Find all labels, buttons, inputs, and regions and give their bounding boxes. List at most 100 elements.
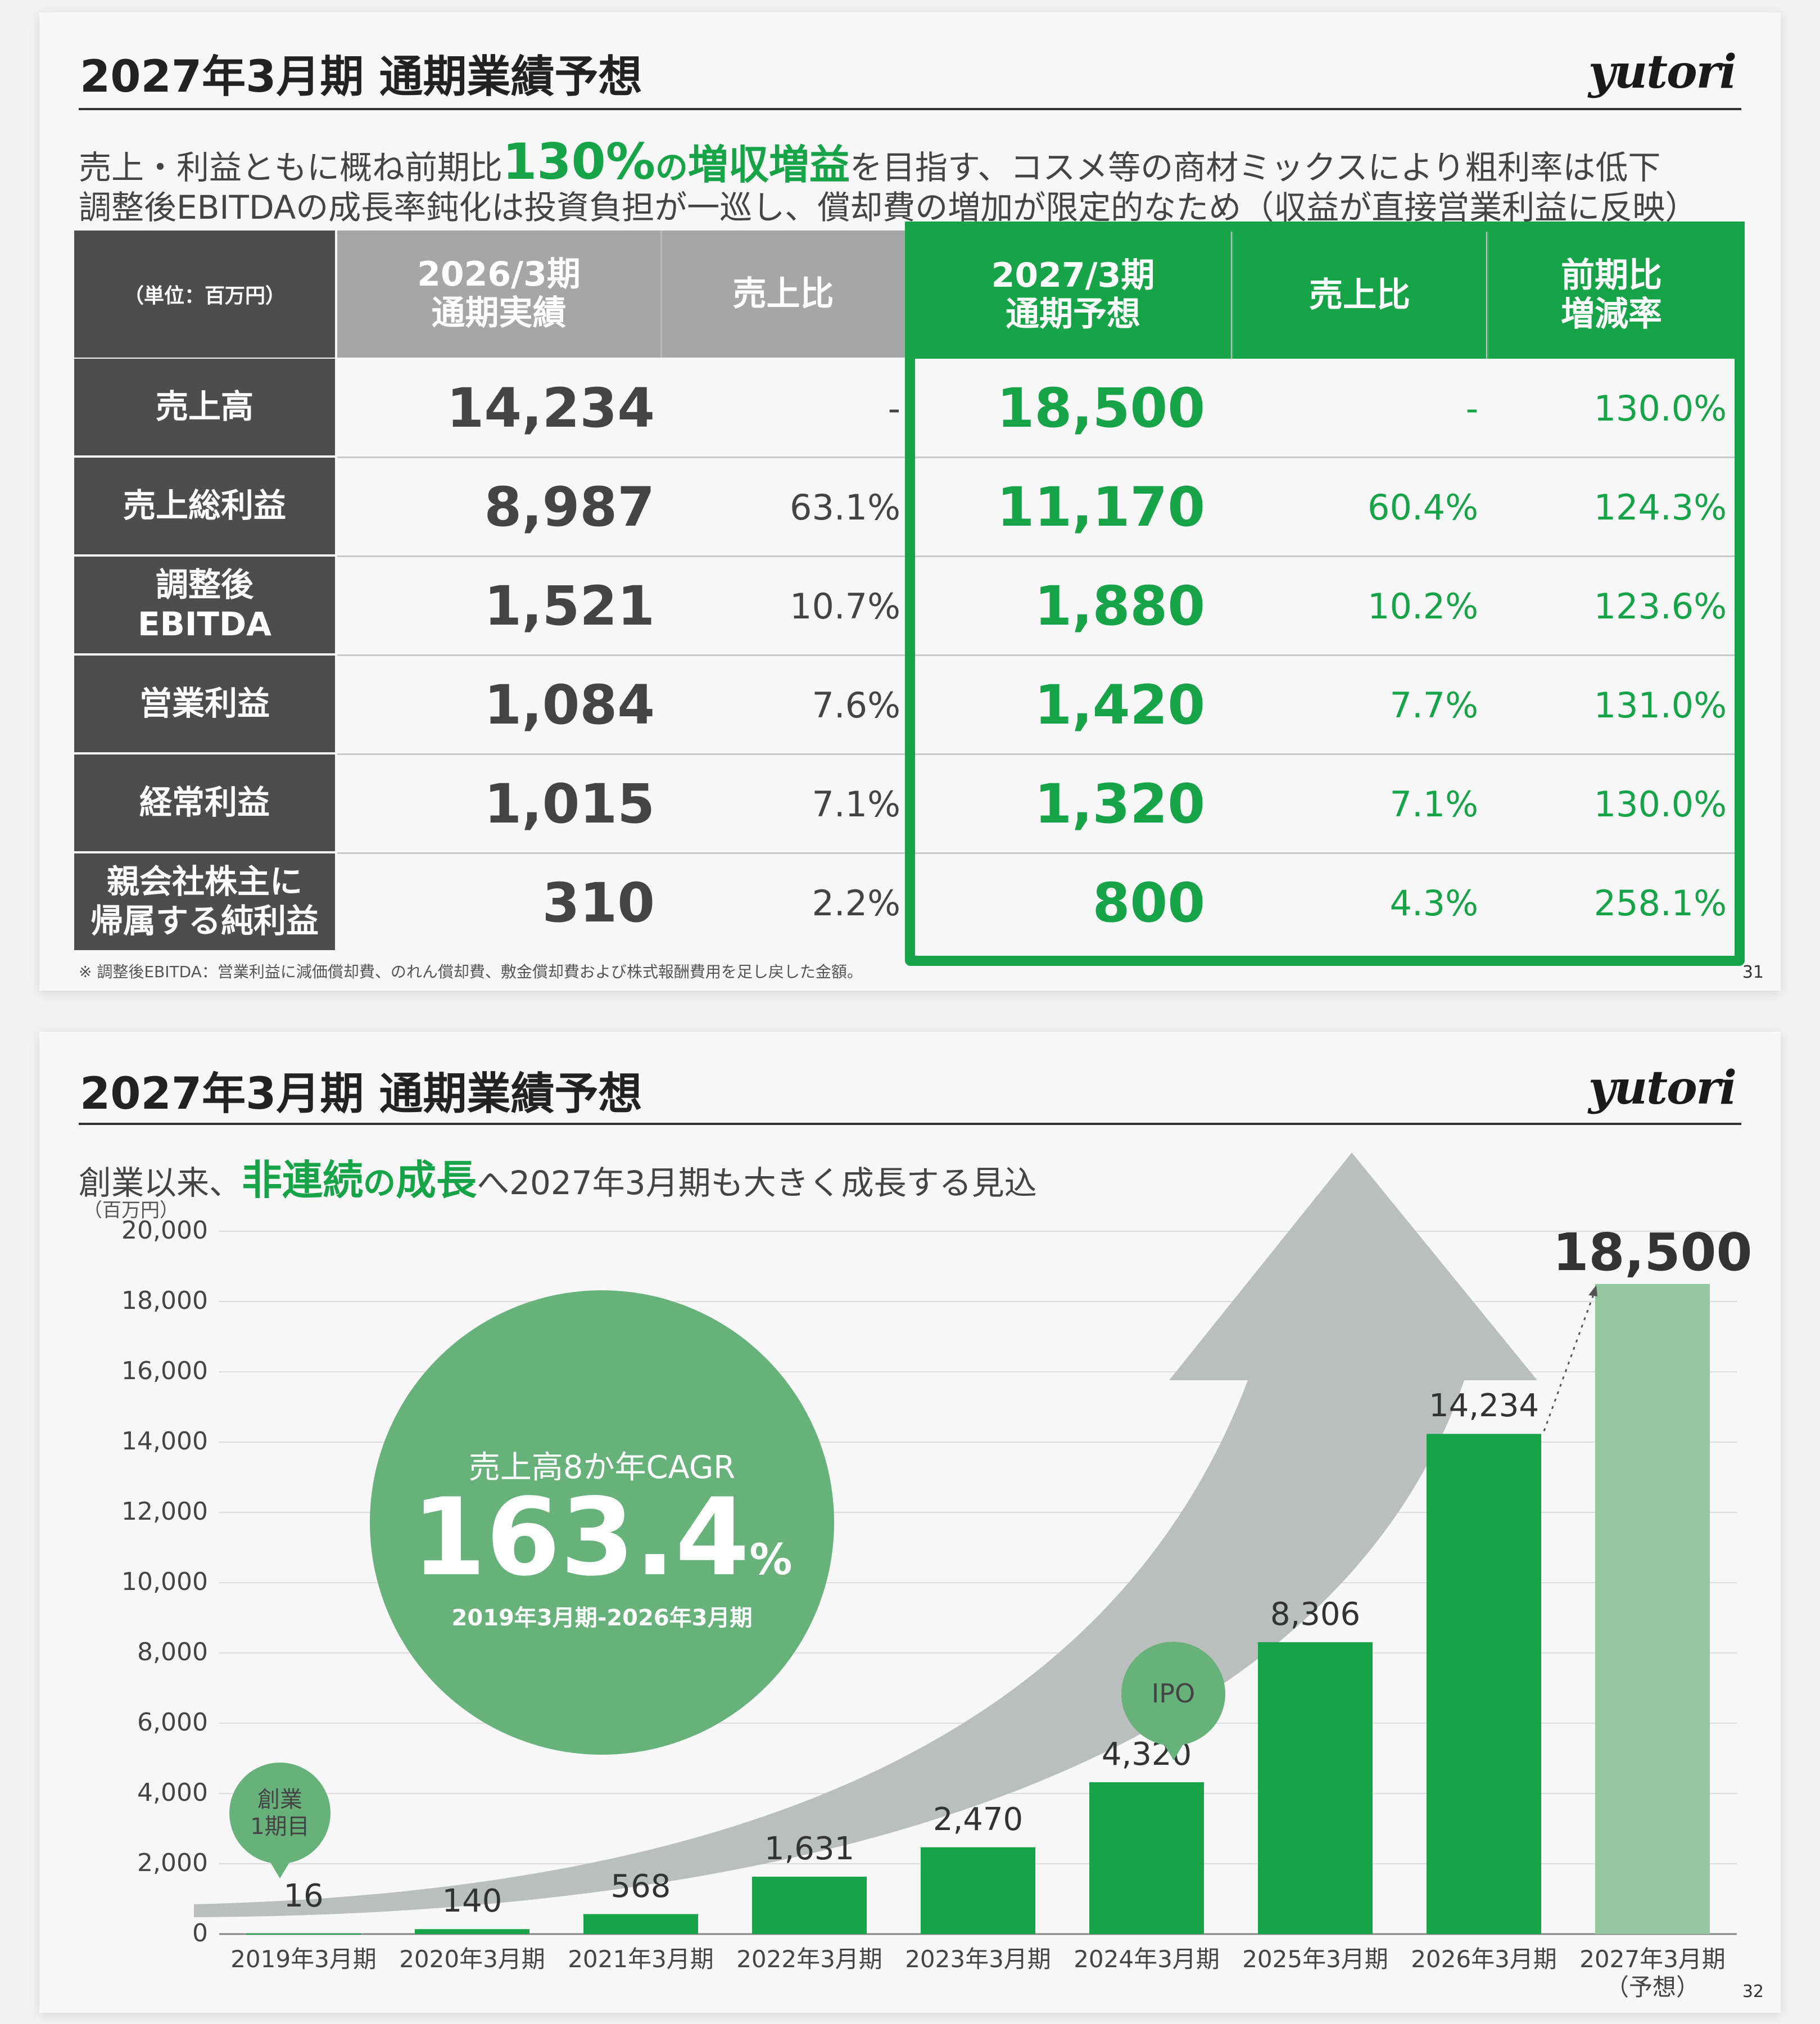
revenue-bar — [1427, 1434, 1541, 1934]
row-divider — [337, 555, 1735, 557]
forecast-frame — [905, 222, 1745, 966]
y-tick-label: 4,000 — [137, 1778, 208, 1807]
row-divider — [337, 753, 1735, 755]
x-tick: 2025年3月期 — [1231, 1945, 1400, 1973]
col-header-yoy-1: 前期比 — [1561, 256, 1662, 295]
headline-text-post: へ2027年3月期も大きく成長する見込 — [477, 1164, 1037, 1202]
prev-actual-value: 1,084 — [484, 674, 655, 737]
footnote: ※ 調整後EBITDA：営業利益に減価償却費、のれん償却費、敷金償却費および株式… — [79, 963, 863, 981]
x-tick-label: 2019年3月期 — [230, 1945, 377, 1973]
row-label-line2: 帰属する純利益 — [90, 902, 319, 940]
row-label-line1: 調整後 — [155, 566, 253, 604]
col-header-yoy: 前期比 増減率 — [1488, 232, 1735, 359]
cagr-unit: % — [749, 1534, 793, 1584]
cagr-period: 2019年3月期-2026年3月期 — [451, 1605, 753, 1631]
x-tick: 2022年3月期 — [725, 1945, 894, 1973]
col-header-yoy-2: 増減率 — [1561, 295, 1662, 334]
x-tick-label: 2024年3月期 — [1074, 1945, 1220, 1973]
row-divider — [337, 457, 1735, 458]
yutori-logo: yutori — [1588, 45, 1737, 99]
x-tick-sublabel: （予想） — [1605, 1973, 1700, 2002]
y-tick-label: 18,000 — [121, 1286, 208, 1315]
row-label: 営業利益 — [74, 656, 335, 755]
prev-actual-value: 1,015 — [484, 772, 655, 835]
prev-actual-value: 310 — [542, 871, 655, 934]
row-label-line1: 売上高 — [155, 387, 253, 426]
headline-line-2: 調整後EBITDAの成長率鈍化は投資負担が一巡し、償却費の増加が限定的なため（収… — [79, 188, 1698, 227]
forecast-value: 1,880 — [1034, 575, 1205, 638]
page-number: 32 — [1742, 1982, 1764, 2002]
row-label-line2: EBITDA — [137, 605, 271, 643]
bar-value-label: 568 — [610, 1868, 671, 1905]
x-tick: 2027年3月期 （予想） — [1568, 1945, 1737, 2002]
row-label-line1: 営業利益 — [139, 684, 270, 723]
x-tick-label: 2021年3月期 — [568, 1945, 714, 1973]
prev-ratio-value: 63.1% — [790, 486, 900, 528]
revenue-bar — [583, 1914, 698, 1934]
yoy-change-value: 123.6% — [1593, 585, 1727, 627]
revenue-bar — [415, 1929, 529, 1934]
bar-value-label: 16 — [283, 1878, 324, 1914]
header-separator — [660, 231, 662, 358]
revenue-bar-chart — [194, 1153, 1737, 1935]
forecast-value: 1,420 — [1034, 674, 1205, 737]
founding-bubble: 創業 1期目 — [229, 1763, 331, 1878]
prev-ratio-value: 2.2% — [812, 882, 900, 924]
y-tick-label: 14,000 — [121, 1427, 208, 1456]
row-label-line1: 経常利益 — [139, 783, 270, 822]
prev-actual-value: 8,987 — [484, 476, 655, 539]
x-tick: 2024年3月期 — [1062, 1945, 1231, 1973]
headline-highlight-no: の — [363, 1164, 396, 1202]
y-tick-label: 12,000 — [121, 1497, 208, 1526]
x-tick-label: 2022年3月期 — [736, 1945, 882, 1973]
forecast-value: 800 — [1092, 871, 1205, 934]
yoy-change-value: 124.3% — [1593, 486, 1727, 528]
col-header-fc-period: 2027/3期 — [991, 256, 1155, 295]
slide-title: 2027年3月期 通期業績予想 — [80, 52, 642, 102]
chart-headline: 創業以来、非連続の成長へ2027年3月期も大きく成長する見込 — [79, 1147, 1037, 1206]
x-tick: 2021年3月期 — [556, 1945, 725, 1973]
headline-highlight-2: 成長 — [396, 1156, 477, 1204]
bar-value-label: 1,631 — [764, 1831, 855, 1868]
revenue-bar — [752, 1877, 867, 1934]
y-tick-label: 10,000 — [121, 1567, 208, 1596]
y-tick-label: 0 — [192, 1919, 208, 1948]
forecast-ratio-value: 60.4% — [1368, 486, 1478, 528]
revenue-bar — [1258, 1642, 1373, 1934]
founding-bubble-line1: 創業 — [257, 1787, 302, 1813]
yoy-change-value: 131.0% — [1593, 684, 1727, 726]
x-tick-label: 2026年3月期 — [1411, 1945, 1557, 1973]
x-tick-label: 2025年3月期 — [1242, 1945, 1388, 1973]
headline-highlight-1: 非連続 — [242, 1156, 364, 1204]
prev-ratio-value: 10.7% — [790, 585, 900, 627]
x-tick: 2026年3月期 — [1400, 1945, 1568, 1973]
headline-text: 売上・利益ともに概ね前期比 — [79, 148, 503, 187]
y-tick-label: 16,000 — [121, 1357, 208, 1385]
revenue-bar — [921, 1847, 1035, 1934]
col-header-forecast: 2027/3期 通期予想 — [915, 232, 1231, 359]
row-label-line1: 売上総利益 — [123, 486, 286, 525]
col-header-fc-type: 通期予想 — [1006, 295, 1140, 334]
yoy-change-value: 258.1% — [1593, 882, 1727, 924]
ipo-bubble: IPO — [1121, 1642, 1225, 1760]
row-label: 売上総利益 — [74, 458, 335, 557]
forecast-frame-top — [905, 222, 1745, 232]
cagr-circle: 売上高8か年CAGR 163.4% 2019年3月期-2026年3月期 — [370, 1290, 834, 1755]
slide-title: 2027年3月期 通期業績予想 — [80, 1069, 642, 1119]
prev-ratio-value: - — [888, 387, 900, 429]
yoy-change-value: 130.0% — [1593, 783, 1727, 825]
bar-value-label: 4,320 — [1101, 1736, 1192, 1773]
y-tick-label: 2,000 — [137, 1849, 208, 1877]
header-separator — [1487, 232, 1488, 359]
x-tick-label: 2027年3月期 — [1579, 1945, 1726, 1973]
headline-highlight-word: 増収増益 — [687, 141, 850, 188]
y-tick-label: 8,000 — [137, 1638, 208, 1666]
growth-arrow-icon — [194, 1153, 1537, 1917]
connector-arrowhead-icon — [1588, 1285, 1597, 1296]
title-divider — [79, 108, 1741, 110]
forecast-value: 11,170 — [997, 476, 1205, 539]
row-label: 経常利益 — [74, 755, 335, 853]
revenue-bar — [1089, 1782, 1204, 1934]
forecast-ratio-value: 10.2% — [1368, 585, 1478, 627]
headline-line-1: 売上・利益ともに概ね前期比130%の増収増益を目指す、コスメ等の商材ミックスによ… — [79, 132, 1660, 191]
